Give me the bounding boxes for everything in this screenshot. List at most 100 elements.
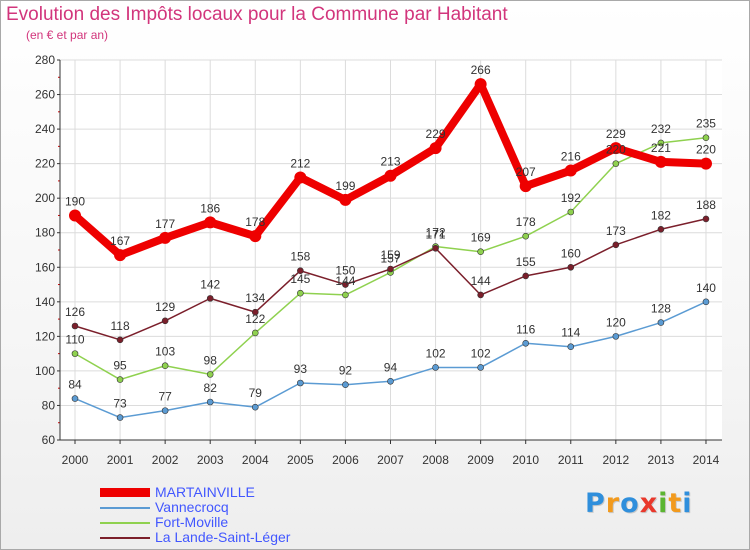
data-point-0 [249, 230, 262, 243]
data-label-3: 126 [65, 305, 85, 319]
data-label-2: 157 [380, 251, 400, 265]
data-point-2 [342, 291, 349, 299]
data-label-3: 160 [561, 246, 581, 260]
data-point-2 [702, 134, 710, 142]
data-point-3 [116, 336, 124, 344]
data-label-1: 114 [561, 326, 580, 340]
data-label-1: 93 [294, 362, 308, 376]
y-tick-label: 140 [35, 295, 55, 309]
data-point-2 [251, 329, 259, 337]
data-label-3: 188 [696, 198, 716, 212]
data-label-3: 118 [110, 319, 129, 333]
x-tick-label: 2013 [648, 453, 675, 467]
data-point-0 [159, 231, 172, 244]
x-tick-label: 2014 [693, 453, 720, 467]
data-point-3 [612, 241, 620, 249]
logo-letter: P [585, 488, 606, 519]
data-point-2 [657, 139, 665, 147]
data-point-3 [342, 281, 349, 288]
legend-swatch [100, 488, 150, 497]
data-label-2: 145 [290, 272, 310, 286]
data-point-2 [161, 362, 169, 370]
data-point-1 [251, 403, 259, 411]
data-label-0: 216 [561, 150, 581, 164]
proxiti-logo: Proxiti [585, 488, 693, 519]
logo-letter: r [605, 488, 621, 519]
data-point-1 [297, 379, 304, 387]
legend-label: Fort-Moville [155, 514, 229, 530]
data-point-3 [251, 308, 259, 316]
data-point-3 [297, 267, 304, 275]
data-label-0: 178 [245, 215, 265, 229]
data-label-1: 140 [696, 281, 716, 295]
data-label-2: 98 [204, 353, 218, 367]
data-label-0: 221 [651, 141, 671, 155]
data-point-0 [609, 142, 622, 155]
data-label-3: 134 [245, 291, 265, 305]
data-point-1 [71, 395, 79, 402]
x-tick-label: 2010 [512, 453, 539, 467]
data-label-0: 213 [380, 155, 400, 169]
data-point-1 [387, 377, 394, 385]
data-point-0 [384, 169, 397, 182]
data-label-3: 142 [200, 277, 220, 291]
data-point-0 [339, 193, 352, 206]
data-label-2: 110 [65, 333, 84, 347]
data-point-0 [519, 180, 532, 193]
y-tick-label: 240 [35, 122, 55, 136]
data-label-0: 167 [110, 234, 130, 248]
data-label-1: 77 [158, 390, 172, 404]
data-point-1 [432, 364, 439, 371]
data-point-2 [116, 376, 124, 383]
legend-swatch [100, 522, 150, 524]
y-tick-label: 80 [42, 398, 56, 412]
data-label-1: 116 [516, 322, 535, 336]
data-point-2 [297, 289, 304, 297]
data-point-3 [477, 291, 484, 299]
data-label-1: 73 [113, 397, 127, 411]
data-label-0: 199 [335, 179, 355, 193]
logo-letter: t [668, 488, 683, 519]
data-point-1 [567, 343, 575, 351]
data-point-3 [702, 215, 710, 223]
data-label-2: 220 [606, 143, 626, 157]
y-tick-label: 120 [35, 329, 55, 343]
data-point-3 [161, 317, 169, 325]
data-point-1 [161, 407, 169, 414]
data-label-3: 144 [471, 274, 491, 288]
data-label-1: 128 [651, 302, 671, 316]
data-point-0 [699, 157, 712, 170]
data-point-0 [204, 216, 217, 229]
y-tick-label: 100 [35, 364, 55, 378]
plot-area [60, 60, 722, 440]
x-tick-label: 2001 [107, 453, 134, 467]
data-point-1 [612, 333, 620, 340]
data-point-1 [116, 414, 124, 421]
data-label-2: 235 [696, 117, 716, 131]
data-point-3 [387, 265, 394, 273]
data-point-2 [567, 208, 575, 216]
data-point-3 [657, 225, 665, 233]
chart-title: Evolution des Impôts locaux pour la Comm… [6, 4, 508, 25]
chart-subtitle: (en € et par an) [26, 28, 109, 42]
x-tick-label: 2012 [602, 453, 629, 467]
x-tick-label: 2008 [422, 453, 449, 467]
data-label-3: 150 [335, 264, 355, 278]
x-tick-label: 2003 [197, 453, 224, 467]
x-tick-label: 2009 [467, 453, 494, 467]
data-label-1: 92 [339, 364, 353, 378]
data-point-2 [477, 248, 484, 256]
logo-letter: x [639, 488, 659, 519]
data-label-3: 129 [155, 300, 175, 314]
data-label-1: 94 [384, 360, 398, 374]
data-label-3: 173 [606, 224, 626, 238]
x-tick-label: 2006 [332, 453, 359, 467]
data-label-2: 122 [245, 312, 265, 326]
data-label-0: 266 [471, 63, 491, 77]
logo-letter: i [682, 488, 693, 519]
data-label-3: 182 [651, 208, 671, 222]
data-label-0: 190 [65, 194, 85, 208]
data-point-0 [654, 155, 667, 168]
y-tick-label: 180 [35, 226, 55, 240]
